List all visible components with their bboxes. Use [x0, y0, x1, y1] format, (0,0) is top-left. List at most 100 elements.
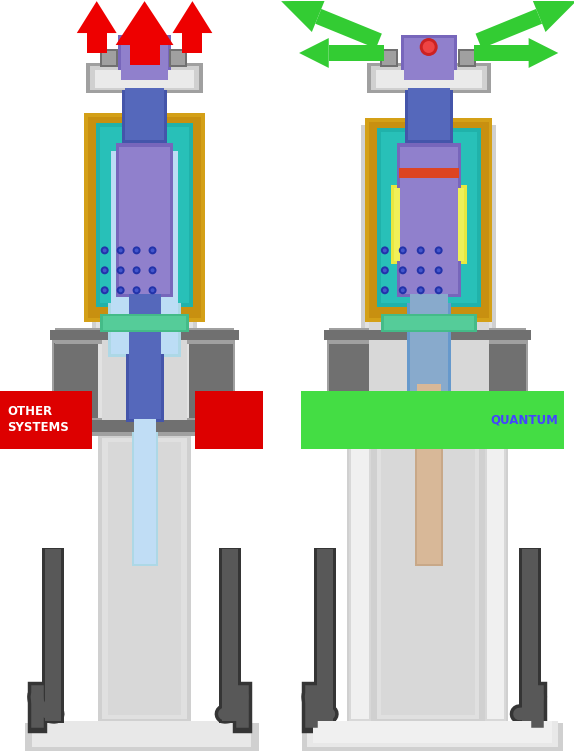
- Bar: [190, 343, 233, 419]
- Polygon shape: [473, 45, 529, 61]
- Circle shape: [399, 247, 407, 254]
- Bar: [373, 434, 483, 723]
- Circle shape: [135, 38, 154, 56]
- Bar: [102, 438, 187, 719]
- Bar: [313, 721, 552, 743]
- Circle shape: [132, 287, 141, 294]
- Circle shape: [101, 287, 109, 294]
- Bar: [50, 420, 239, 432]
- Circle shape: [103, 268, 107, 272]
- Bar: [351, 418, 369, 719]
- Bar: [100, 127, 190, 303]
- Bar: [397, 143, 461, 297]
- Bar: [380, 49, 398, 67]
- Bar: [407, 272, 450, 422]
- Bar: [96, 123, 194, 308]
- Bar: [457, 49, 476, 67]
- Bar: [45, 550, 61, 721]
- Bar: [410, 275, 448, 419]
- Bar: [381, 314, 476, 332]
- Bar: [301, 391, 564, 449]
- Circle shape: [416, 287, 425, 294]
- Bar: [120, 38, 169, 80]
- Circle shape: [117, 247, 124, 254]
- Circle shape: [135, 288, 139, 293]
- Circle shape: [149, 266, 157, 274]
- Bar: [314, 548, 336, 723]
- Bar: [317, 550, 333, 721]
- Bar: [400, 147, 457, 294]
- Bar: [484, 343, 526, 419]
- Circle shape: [149, 247, 157, 254]
- Bar: [42, 548, 64, 723]
- Circle shape: [423, 41, 435, 53]
- Bar: [86, 63, 203, 92]
- Bar: [324, 330, 532, 340]
- Bar: [376, 70, 482, 88]
- Circle shape: [399, 287, 407, 294]
- Circle shape: [135, 248, 139, 253]
- Polygon shape: [299, 38, 329, 68]
- Circle shape: [401, 288, 405, 293]
- Circle shape: [101, 247, 109, 254]
- Bar: [98, 434, 191, 723]
- Bar: [371, 66, 487, 90]
- Bar: [96, 129, 194, 430]
- Circle shape: [383, 248, 387, 253]
- Bar: [100, 314, 190, 332]
- Circle shape: [139, 41, 150, 53]
- Circle shape: [150, 268, 154, 272]
- Bar: [187, 340, 235, 422]
- Bar: [222, 550, 238, 721]
- Bar: [84, 113, 206, 322]
- Bar: [381, 441, 475, 715]
- Text: QUANTUM: QUANTUM: [491, 414, 558, 426]
- Bar: [134, 389, 156, 565]
- Circle shape: [416, 247, 425, 254]
- Circle shape: [119, 248, 123, 253]
- Bar: [55, 418, 234, 436]
- Circle shape: [101, 266, 109, 274]
- Polygon shape: [476, 9, 542, 48]
- Bar: [32, 721, 251, 747]
- Bar: [483, 414, 509, 723]
- Circle shape: [435, 287, 442, 294]
- Bar: [329, 418, 526, 436]
- Bar: [169, 49, 187, 67]
- Polygon shape: [172, 2, 213, 33]
- Circle shape: [117, 287, 124, 294]
- Bar: [307, 721, 558, 747]
- Circle shape: [135, 268, 139, 272]
- Circle shape: [132, 266, 141, 274]
- Bar: [404, 38, 454, 80]
- Polygon shape: [116, 2, 173, 45]
- Bar: [108, 147, 181, 357]
- Bar: [324, 420, 532, 432]
- Polygon shape: [329, 45, 384, 61]
- Bar: [347, 414, 373, 723]
- Bar: [329, 343, 371, 419]
- Bar: [87, 33, 107, 53]
- Circle shape: [435, 266, 442, 274]
- Bar: [394, 187, 464, 262]
- Bar: [116, 143, 173, 297]
- Bar: [302, 723, 563, 750]
- Bar: [108, 441, 181, 715]
- Bar: [52, 340, 100, 422]
- Polygon shape: [77, 2, 117, 33]
- Bar: [367, 63, 491, 92]
- Circle shape: [132, 247, 141, 254]
- Bar: [384, 316, 473, 330]
- Bar: [130, 45, 160, 65]
- Bar: [399, 168, 458, 177]
- Bar: [55, 328, 234, 344]
- Bar: [50, 330, 239, 340]
- Bar: [94, 70, 195, 88]
- Bar: [172, 51, 185, 65]
- Bar: [522, 550, 539, 721]
- Bar: [416, 384, 441, 565]
- Bar: [361, 125, 497, 434]
- Circle shape: [381, 266, 389, 274]
- Bar: [102, 133, 187, 426]
- Bar: [484, 416, 506, 721]
